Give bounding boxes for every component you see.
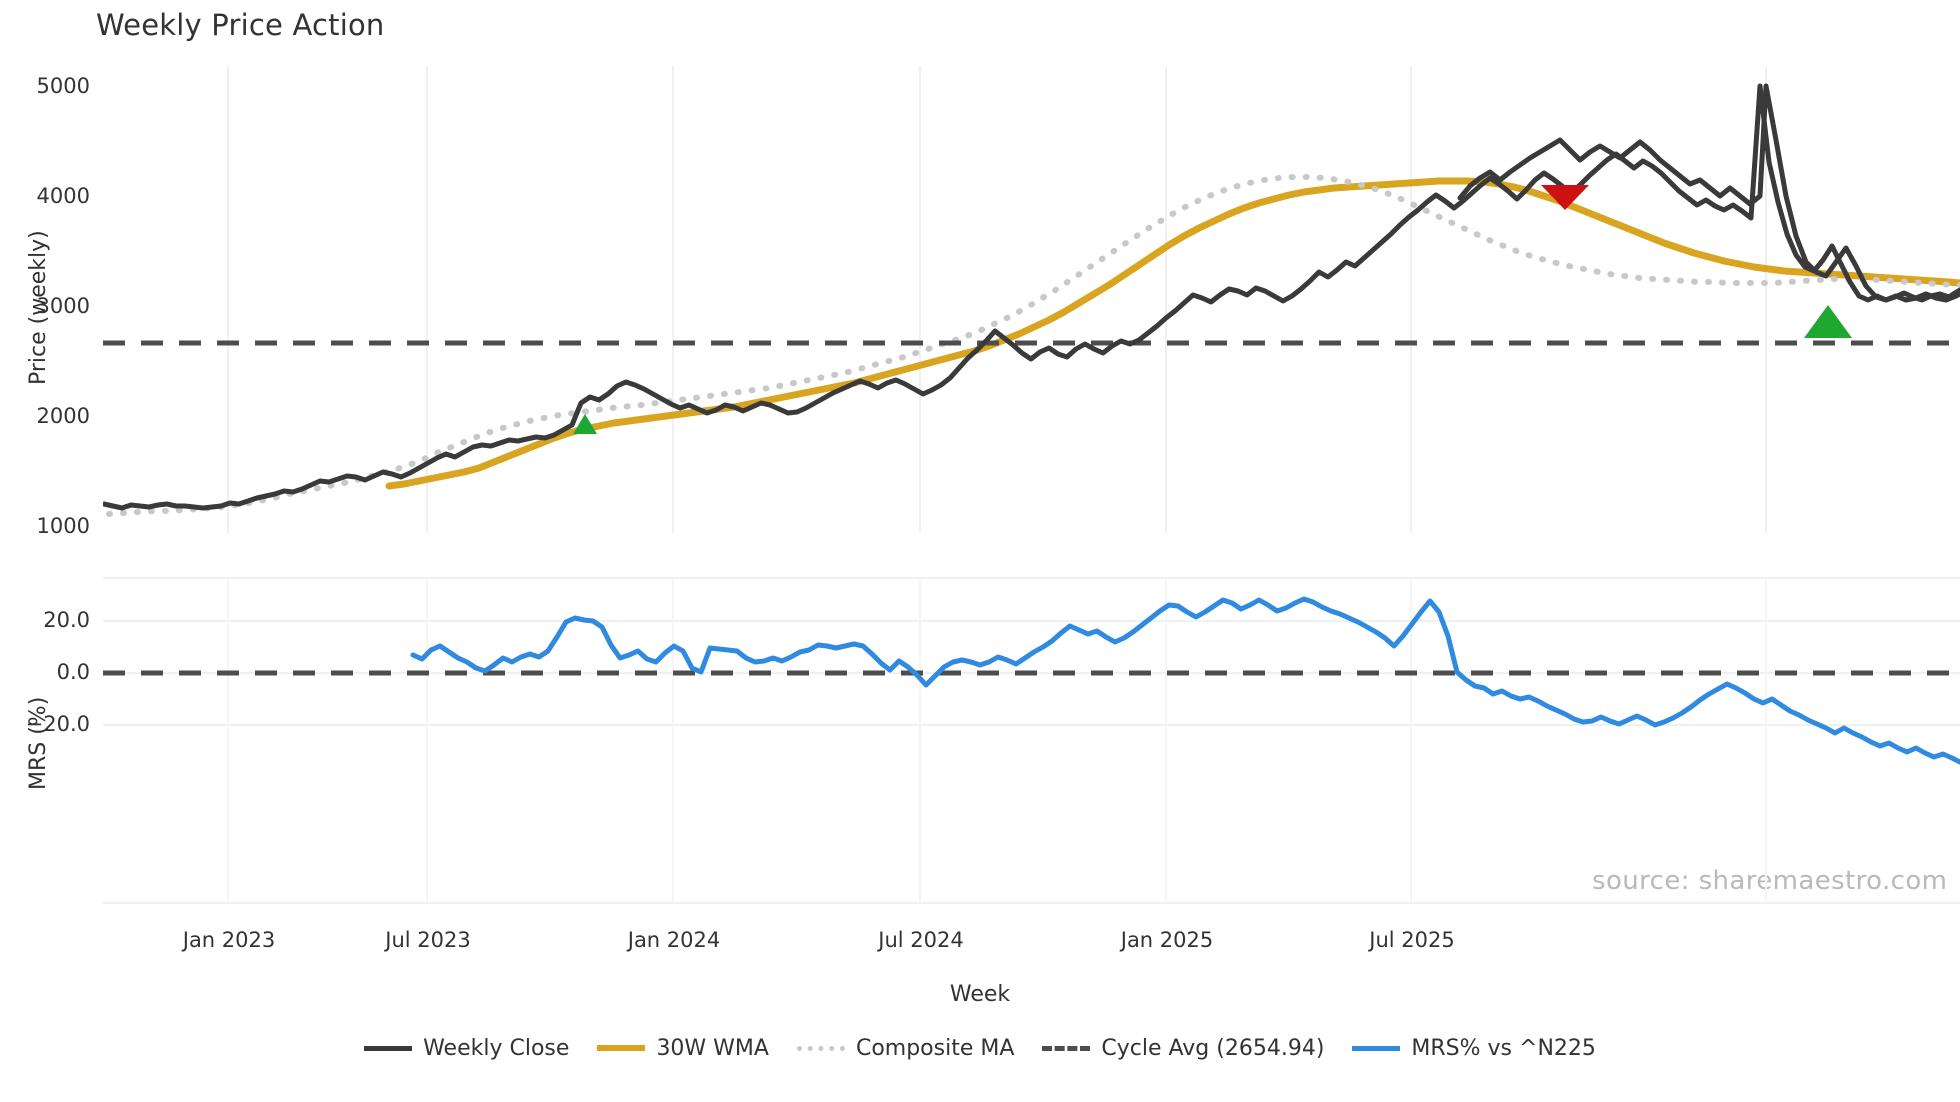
sell-marker-2025[interactable] <box>1541 185 1589 210</box>
mrs-ytick-neg20: −20.0 <box>25 712 90 736</box>
legend-swatch-line-icon <box>1352 1045 1401 1051</box>
watermark-source: source: sharemaestro.com <box>1592 866 1948 896</box>
buy-marker-2025[interactable] <box>1804 305 1852 338</box>
series-weekly-close-right <box>1457 83 1960 303</box>
price-ytick-1000: 1000 <box>36 514 90 538</box>
xtick-jul-2025: Jul 2025 <box>1369 928 1455 952</box>
mrs-gridlines <box>103 577 1960 904</box>
chart-legend: Weekly Close 30W WMA Composite MA Cycle … <box>0 1024 1960 1072</box>
legend-swatch-line-icon <box>597 1045 646 1051</box>
legend-label: Weekly Close <box>423 1035 570 1061</box>
legend-label: MRS% vs ^N225 <box>1411 1035 1596 1061</box>
xtick-jul-2023: Jul 2023 <box>385 928 471 952</box>
price-ytick-4000: 4000 <box>36 184 90 208</box>
price-ytick-5000: 5000 <box>36 74 90 98</box>
series-30w-wma <box>385 177 1960 490</box>
legend-label: 30W WMA <box>656 1035 769 1061</box>
legend-item-mrs[interactable]: MRS% vs ^N225 <box>1352 1036 1596 1061</box>
mrs-ytick-0: 0.0 <box>56 660 90 684</box>
mrs-ytick-20: 20.0 <box>43 608 90 632</box>
series-weekly-close <box>103 83 1960 511</box>
legend-swatch-dotted-icon <box>796 1045 845 1051</box>
legend-swatch-dashed-icon <box>1042 1045 1091 1051</box>
mrs-vertical-gridlines <box>227 578 1767 903</box>
xtick-jan-2024: Jan 2024 <box>627 928 721 952</box>
legend-item-composite-ma[interactable]: Composite MA <box>796 1035 1015 1061</box>
legend-swatch-line-icon <box>364 1045 413 1051</box>
price-ytick-3000: 3000 <box>36 294 90 318</box>
xtick-jul-2024: Jul 2024 <box>878 928 964 952</box>
legend-label: Composite MA <box>855 1035 1015 1061</box>
legend-item-30w-wma[interactable]: 30W WMA <box>597 1036 769 1061</box>
x-axis-label: Week <box>949 982 1011 1007</box>
xtick-jan-2023: Jan 2023 <box>182 928 276 952</box>
legend-item-cycle-avg[interactable]: Cycle Avg (2654.94) <box>1042 1036 1324 1061</box>
price-ytick-2000: 2000 <box>36 404 90 428</box>
buy-marker-2023[interactable] <box>573 414 597 434</box>
series-mrs <box>410 596 1960 765</box>
price-gridlines <box>227 66 1767 533</box>
legend-item-weekly-close[interactable]: Weekly Close <box>364 1036 569 1061</box>
xtick-jan-2025: Jan 2025 <box>1120 928 1214 952</box>
signal-markers <box>573 185 1852 434</box>
page-title: Weekly Price Action <box>96 8 385 42</box>
legend-label: Cycle Avg (2654.94) <box>1101 1035 1325 1061</box>
